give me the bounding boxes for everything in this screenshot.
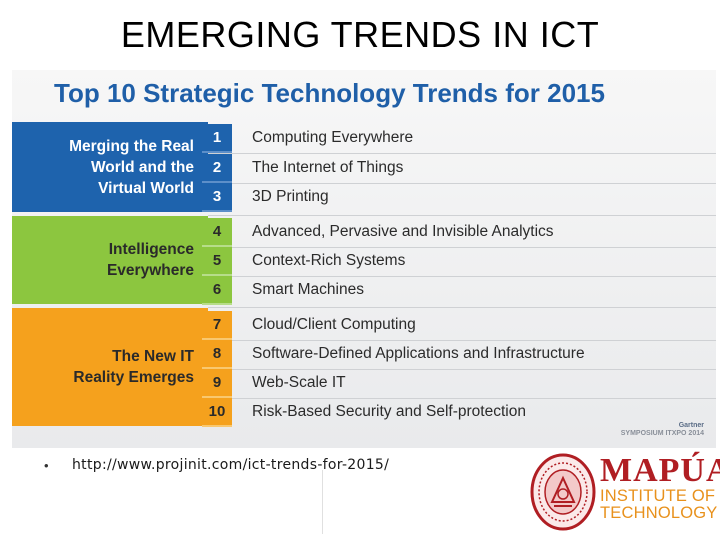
credit-line: Gartner: [678, 422, 704, 429]
mapua-logo: MAPÚA INSTITUTE OF TECHNOLOGY: [600, 452, 720, 522]
trend-number: 5: [202, 247, 232, 276]
row-divider: [208, 215, 716, 216]
trend-text: Software-Defined Applications and Infras…: [252, 345, 585, 362]
trend-number: 10: [202, 398, 232, 427]
infographic-heading: Top 10 Strategic Technology Trends for 2…: [54, 78, 605, 108]
row-divider: [208, 369, 716, 370]
logo-main-text: MAPÚA: [600, 452, 720, 489]
group-label: The New IT Reality Emerges: [73, 348, 194, 386]
trend-number: 8: [202, 340, 232, 369]
logo-subtext: INSTITUTE OF: [600, 487, 716, 505]
source-link[interactable]: http://www.projinit.com/ict-trends-for-2…: [72, 457, 390, 473]
trend-text: Context-Rich Systems: [252, 252, 406, 269]
trend-text: Cloud/Client Computing: [252, 316, 416, 333]
trend-text: Advanced, Pervasive and Invisible Analyt…: [252, 223, 554, 240]
group-new-it-reality: The New IT Reality Emerges: [12, 308, 208, 426]
trend-number: 3: [202, 183, 232, 212]
row-divider: [208, 247, 716, 248]
trend-number: 7: [202, 311, 232, 340]
trend-text: Web-Scale IT: [252, 374, 346, 391]
trends-infographic: Top 10 Strategic Technology Trends for 2…: [12, 70, 716, 448]
row-divider: [208, 307, 716, 308]
trend-text: Computing Everywhere: [252, 129, 414, 146]
footer-divider: [322, 470, 323, 534]
row-divider: [208, 153, 716, 154]
credit-line: SYMPOSIUM ITXPO 2014: [620, 430, 704, 437]
trend-number: 1: [202, 124, 232, 153]
trend-text: 3D Printing: [252, 188, 329, 205]
row-divider: [208, 398, 716, 399]
logo-subtext: TECHNOLOGY: [600, 504, 718, 522]
slide-title: EMERGING TRENDS IN ICT: [120, 14, 600, 55]
row-divider: [208, 340, 716, 341]
trend-number: 4: [202, 218, 232, 247]
group-label: Intelligence Everywhere: [106, 241, 194, 279]
bullet-icon: •: [44, 458, 49, 473]
trend-number: 9: [202, 369, 232, 398]
group-intelligence-everywhere: Intelligence Everywhere: [12, 216, 208, 304]
trend-text: Risk-Based Security and Self-protection: [252, 403, 526, 420]
group-label: Merging the Real World and the Virtual W…: [69, 137, 194, 197]
trend-text: The Internet of Things: [252, 159, 404, 176]
university-seal-icon: [530, 453, 596, 531]
gartner-credit: Gartner SYMPOSIUM ITXPO 2014: [621, 422, 704, 438]
trend-text: Smart Machines: [252, 281, 364, 298]
group-merging-real-virtual: Merging the Real World and the Virtual W…: [12, 122, 208, 212]
row-divider: [208, 276, 716, 277]
trend-number: 6: [202, 276, 232, 305]
row-divider: [208, 183, 716, 184]
trend-number: 2: [202, 154, 232, 183]
